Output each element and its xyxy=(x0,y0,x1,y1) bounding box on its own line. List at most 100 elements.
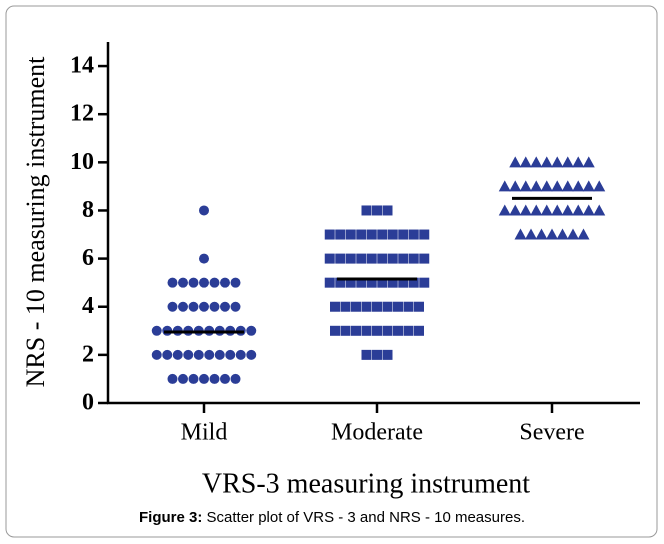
point xyxy=(414,301,424,312)
point xyxy=(393,325,403,336)
point xyxy=(377,229,388,240)
point xyxy=(382,349,393,360)
point xyxy=(377,253,388,264)
point xyxy=(356,229,367,240)
point xyxy=(546,228,558,240)
point xyxy=(561,204,574,216)
point xyxy=(398,253,409,264)
point xyxy=(188,373,199,384)
point xyxy=(361,325,372,336)
point xyxy=(225,349,236,360)
point xyxy=(567,228,579,240)
point xyxy=(230,373,241,384)
caption-label: Figure 3: xyxy=(139,509,202,526)
point xyxy=(572,180,585,192)
point xyxy=(351,301,361,312)
point xyxy=(561,156,574,168)
point xyxy=(209,301,220,312)
point xyxy=(509,180,522,192)
point xyxy=(372,325,382,336)
point xyxy=(535,228,548,240)
point xyxy=(351,325,361,336)
point xyxy=(178,373,188,384)
point xyxy=(540,180,553,192)
point xyxy=(556,228,569,240)
point xyxy=(525,228,537,240)
point xyxy=(188,277,199,288)
x-axis-title: VRS-3 measuring instrument xyxy=(202,468,530,499)
point xyxy=(214,349,225,360)
point xyxy=(324,229,335,240)
point xyxy=(366,229,377,240)
point xyxy=(408,253,419,264)
point xyxy=(167,301,178,312)
point xyxy=(220,277,230,288)
point xyxy=(387,229,398,240)
point xyxy=(335,229,346,240)
point xyxy=(366,277,377,288)
point xyxy=(220,301,230,312)
point xyxy=(361,205,372,216)
y-tick-label: 6 xyxy=(82,245,94,271)
point xyxy=(387,253,398,264)
x-tick-label: Moderate xyxy=(331,420,423,446)
y-tick-label: 0 xyxy=(82,390,94,416)
point xyxy=(577,228,590,240)
point xyxy=(178,301,188,312)
point xyxy=(419,277,430,288)
point xyxy=(366,253,377,264)
point xyxy=(209,373,220,384)
point xyxy=(162,349,173,360)
figure-border xyxy=(5,5,658,538)
point xyxy=(356,253,367,264)
point xyxy=(540,156,553,168)
point xyxy=(230,301,241,312)
y-tick-label: 10 xyxy=(70,149,94,175)
point xyxy=(551,180,564,192)
point xyxy=(324,277,335,288)
point xyxy=(398,277,409,288)
point xyxy=(193,349,204,360)
point xyxy=(230,277,241,288)
point xyxy=(209,277,220,288)
point xyxy=(204,349,215,360)
point xyxy=(361,301,372,312)
point xyxy=(246,349,257,360)
point xyxy=(540,204,553,216)
point xyxy=(372,349,382,360)
point xyxy=(387,277,398,288)
y-tick-label: 14 xyxy=(70,53,94,79)
point xyxy=(151,349,162,360)
point xyxy=(340,301,351,312)
point xyxy=(419,229,430,240)
point xyxy=(403,301,414,312)
point xyxy=(199,253,209,264)
point xyxy=(582,204,595,216)
point xyxy=(361,349,372,360)
point xyxy=(519,156,532,168)
point xyxy=(372,205,382,216)
caption: Figure 3: Scatter plot of VRS - 3 and NR… xyxy=(139,509,525,526)
y-axis-title: NRS - 10 measuring instrument xyxy=(21,56,50,388)
y-tick-label: 12 xyxy=(70,101,94,127)
point xyxy=(178,277,188,288)
point xyxy=(199,205,209,216)
point xyxy=(356,277,367,288)
point xyxy=(393,301,403,312)
point xyxy=(498,204,511,216)
point xyxy=(572,156,585,168)
point xyxy=(530,204,543,216)
point xyxy=(330,301,340,312)
point xyxy=(151,325,162,336)
point xyxy=(561,180,574,192)
point xyxy=(572,204,585,216)
point xyxy=(519,180,532,192)
caption-text: Scatter plot of VRS - 3 and NRS - 10 mea… xyxy=(207,509,525,526)
point xyxy=(345,253,356,264)
point xyxy=(382,205,393,216)
point xyxy=(340,325,351,336)
point xyxy=(377,277,388,288)
point xyxy=(324,253,335,264)
point xyxy=(330,325,340,336)
y-tick-label: 4 xyxy=(82,293,94,319)
